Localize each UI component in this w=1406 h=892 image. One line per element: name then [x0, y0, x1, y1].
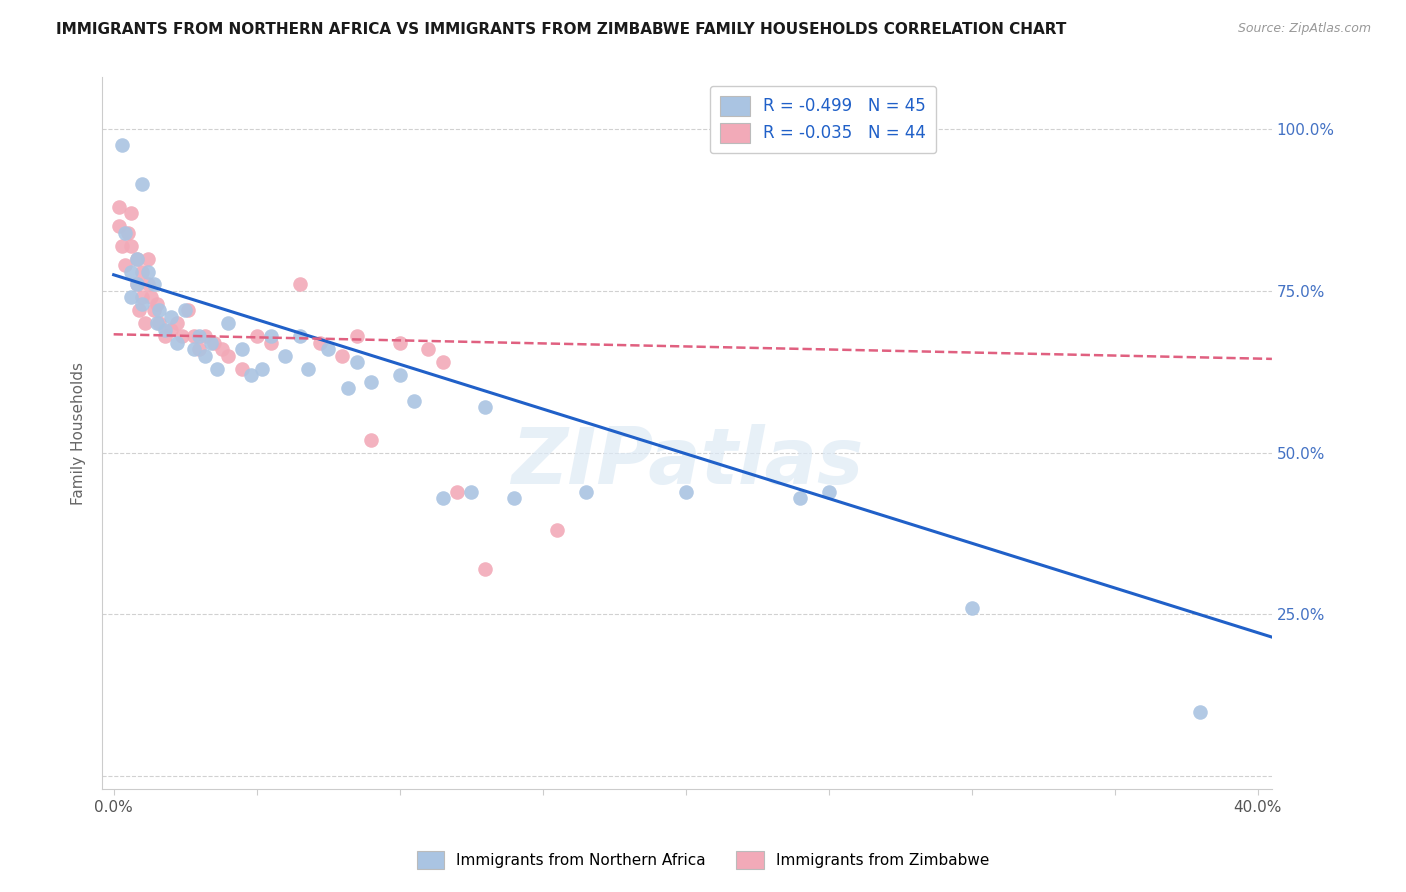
Point — [183, 342, 205, 356]
Text: IMMIGRANTS FROM NORTHERN AFRICA VS IMMIGRANTS FROM ZIMBABWE FAMILY HOUSEHOLDS CO: IMMIGRANTS FROM NORTHERN AFRICA VS IMMIG… — [56, 22, 1067, 37]
Point — [125, 277, 148, 292]
Point — [131, 297, 153, 311]
Point — [231, 342, 253, 356]
Point — [432, 355, 454, 369]
Point — [460, 484, 482, 499]
Point — [148, 316, 170, 330]
Point — [142, 303, 165, 318]
Point — [108, 219, 131, 234]
Point — [125, 252, 148, 266]
Text: Source: ZipAtlas.com: Source: ZipAtlas.com — [1237, 22, 1371, 36]
Point — [172, 329, 194, 343]
Point — [474, 401, 496, 415]
Point — [160, 323, 183, 337]
Point — [388, 335, 411, 350]
Point — [128, 303, 150, 318]
Point — [153, 323, 176, 337]
Point — [346, 355, 368, 369]
Point — [418, 342, 440, 356]
Point — [177, 303, 200, 318]
Legend: R = -0.499   N = 45, R = -0.035   N = 44: R = -0.499 N = 45, R = -0.035 N = 44 — [710, 86, 936, 153]
Point — [217, 349, 239, 363]
Point — [288, 277, 311, 292]
Point — [131, 264, 153, 278]
Point — [188, 342, 211, 356]
Point — [960, 601, 983, 615]
Point — [432, 491, 454, 505]
Point — [194, 329, 217, 343]
Point — [160, 310, 183, 324]
Point — [145, 316, 167, 330]
Point — [125, 277, 148, 292]
Point — [188, 329, 211, 343]
Point — [574, 484, 596, 499]
Point — [789, 491, 811, 505]
Point — [217, 316, 239, 330]
Point — [111, 138, 134, 153]
Point — [474, 562, 496, 576]
Point — [388, 368, 411, 382]
Legend: Immigrants from Northern Africa, Immigrants from Zimbabwe: Immigrants from Northern Africa, Immigra… — [411, 845, 995, 875]
Point — [136, 264, 159, 278]
Point — [360, 433, 382, 447]
Point — [260, 335, 283, 350]
Point — [136, 252, 159, 266]
Point — [120, 264, 142, 278]
Point — [211, 342, 233, 356]
Point — [332, 349, 354, 363]
Point — [139, 290, 162, 304]
Point — [337, 381, 360, 395]
Point — [114, 258, 136, 272]
Point — [402, 393, 425, 408]
Point — [131, 290, 153, 304]
Point — [120, 290, 142, 304]
Point — [111, 238, 134, 252]
Point — [183, 329, 205, 343]
Point — [446, 484, 468, 499]
Point — [346, 329, 368, 343]
Point — [108, 200, 131, 214]
Point — [200, 335, 222, 350]
Point — [308, 335, 330, 350]
Point — [675, 484, 697, 499]
Point — [136, 277, 159, 292]
Point — [503, 491, 526, 505]
Point — [260, 329, 283, 343]
Point — [246, 329, 269, 343]
Point — [148, 303, 170, 318]
Point — [166, 316, 188, 330]
Point — [120, 206, 142, 220]
Point — [125, 252, 148, 266]
Point — [166, 335, 188, 350]
Point — [153, 329, 176, 343]
Point — [288, 329, 311, 343]
Point — [120, 238, 142, 252]
Point — [194, 349, 217, 363]
Point — [142, 277, 165, 292]
Point — [546, 524, 568, 538]
Point — [202, 335, 225, 350]
Point — [360, 375, 382, 389]
Point — [252, 361, 274, 376]
Point — [145, 297, 167, 311]
Point — [131, 177, 153, 191]
Point — [134, 316, 156, 330]
Point — [1189, 705, 1212, 719]
Point — [205, 361, 228, 376]
Point — [114, 226, 136, 240]
Point — [316, 342, 339, 356]
Point — [297, 361, 319, 376]
Point — [231, 361, 253, 376]
Y-axis label: Family Households: Family Households — [72, 362, 86, 505]
Point — [239, 368, 262, 382]
Text: ZIPatlas: ZIPatlas — [510, 424, 863, 500]
Point — [274, 349, 297, 363]
Point — [117, 226, 139, 240]
Point — [174, 303, 197, 318]
Point — [817, 484, 839, 499]
